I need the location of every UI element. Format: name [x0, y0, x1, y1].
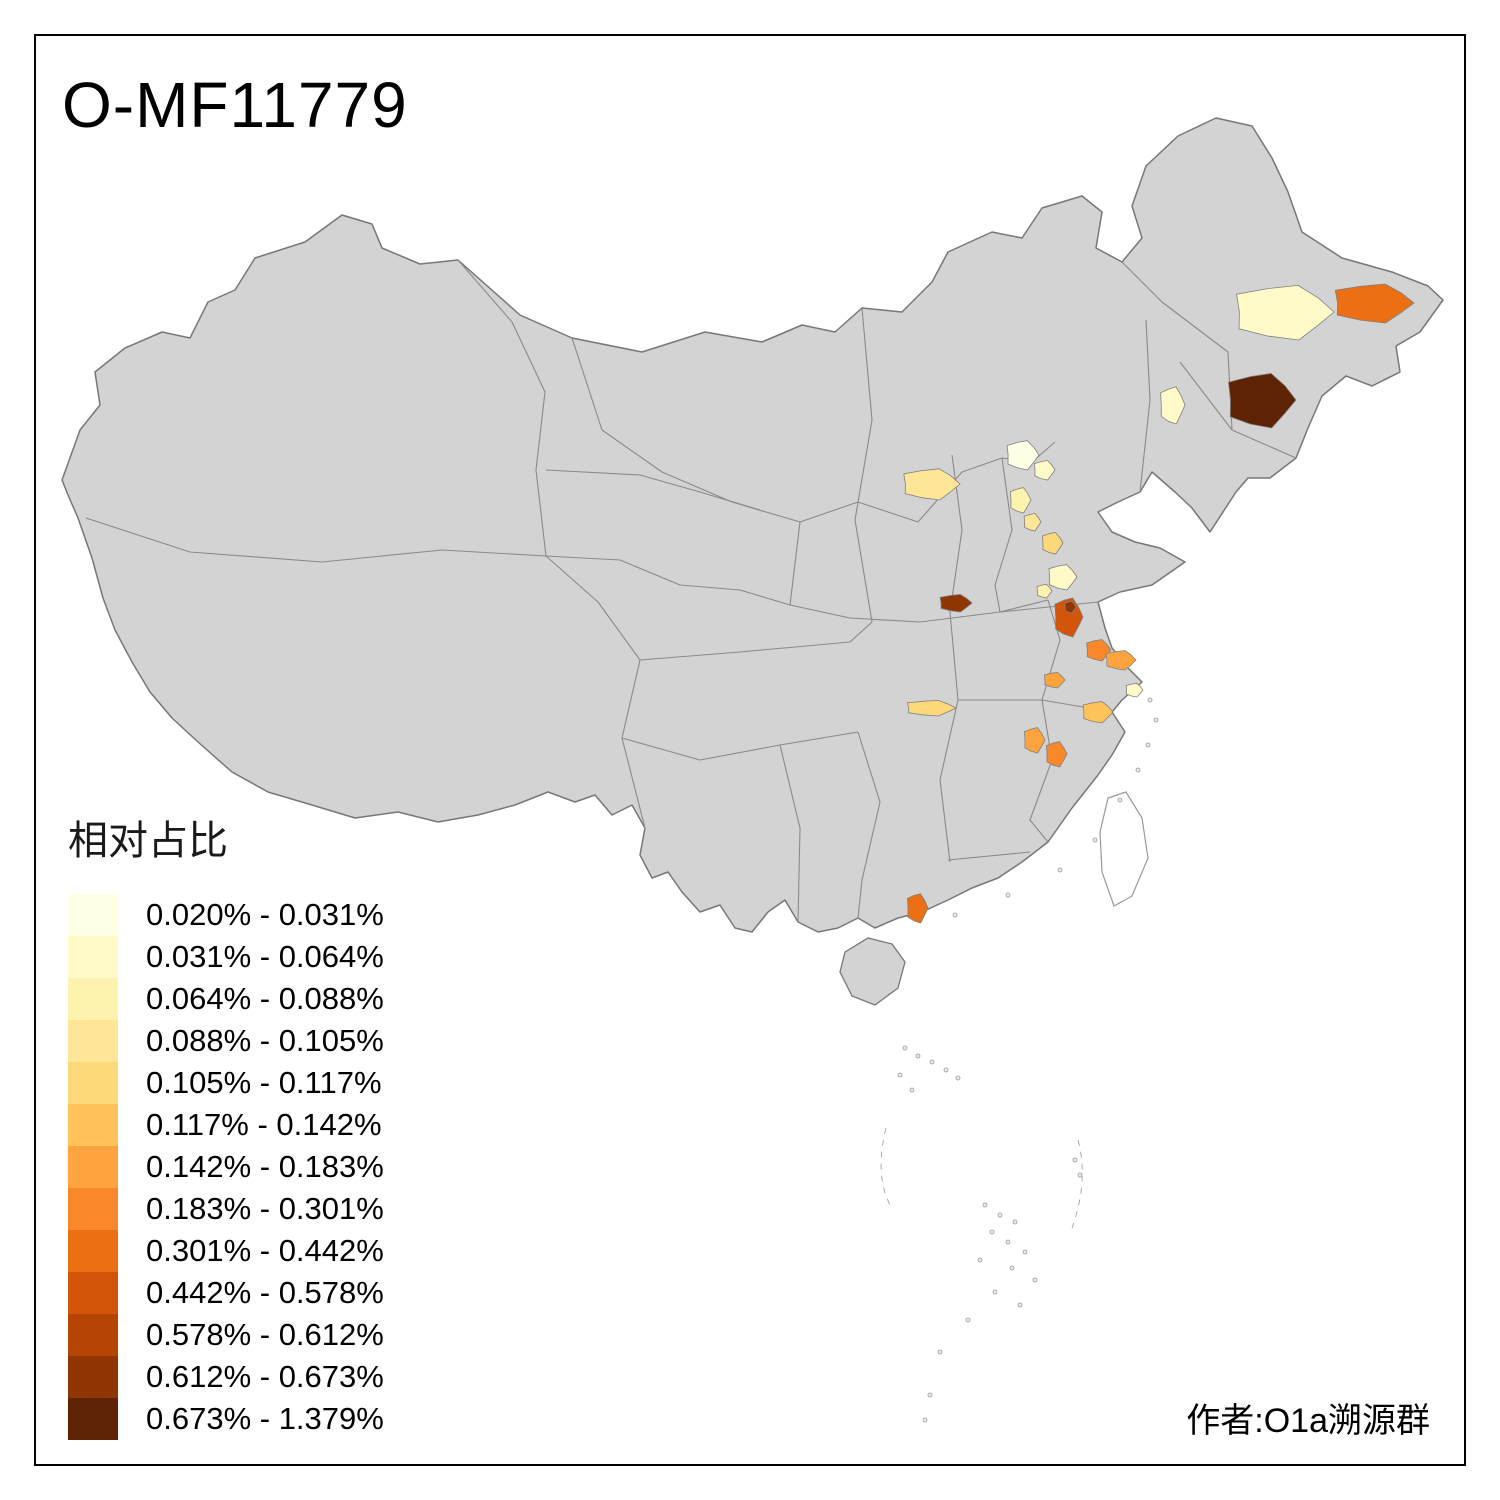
- legend-row: 0.442% - 0.578%: [68, 1272, 488, 1314]
- south-china-sea-islands: [880, 1045, 1083, 1423]
- region-henan-central: [939, 593, 973, 613]
- legend-swatch: [68, 1356, 118, 1398]
- legend-swatch: [68, 1272, 118, 1314]
- region-jiangsu-south: [1105, 650, 1137, 671]
- legend-row: 0.088% - 0.105%: [68, 1020, 488, 1062]
- hainan-island: [839, 937, 906, 1006]
- author-credit: 作者:O1a溯源群: [1186, 1402, 1430, 1440]
- coastal-islands: [952, 697, 1159, 918]
- legend-swatch: [68, 1146, 118, 1188]
- legend-row: 0.183% - 0.301%: [68, 1188, 488, 1230]
- region-jiangsu-north-core: [1064, 600, 1077, 614]
- legend-label: 0.612% - 0.673%: [146, 1359, 384, 1394]
- legend-swatch: [68, 1398, 118, 1440]
- legend-swatch: [68, 894, 118, 936]
- mainland-outline: [61, 117, 1444, 933]
- legend-row: 0.117% - 0.142%: [68, 1104, 488, 1146]
- region-zhejiang-north: [1082, 701, 1114, 724]
- legend-label: 0.142% - 0.183%: [146, 1149, 384, 1184]
- legend-label: 0.183% - 0.301%: [146, 1191, 384, 1226]
- region-hebei-northeast: [1033, 460, 1056, 481]
- legend-label: 0.673% - 1.379%: [146, 1401, 384, 1436]
- legend-swatch: [68, 1188, 118, 1230]
- map-title: O-MF11779: [62, 69, 408, 141]
- legend-label: 0.117% - 0.142%: [146, 1107, 382, 1142]
- legend-swatch: [68, 1020, 118, 1062]
- taiwan-island: [1099, 791, 1149, 907]
- legend-row: 0.301% - 0.442%: [68, 1230, 488, 1272]
- region-neimenggu-ordos: [903, 468, 961, 501]
- region-shandong-southwest: [1036, 583, 1053, 599]
- legend-label: 0.578% - 0.612%: [146, 1317, 384, 1352]
- legend: 相对占比 0.020% - 0.031% 0.031% - 0.064% 0.064…: [68, 808, 488, 1440]
- region-shandong-west: [1041, 532, 1064, 555]
- region-hubei-central: [906, 699, 957, 717]
- legend-row: 0.673% - 1.379%: [68, 1398, 488, 1440]
- legend-rows: 0.020% - 0.031% 0.031% - 0.064% 0.064% - 0…: [68, 894, 488, 1440]
- legend-title: 相对占比: [68, 819, 228, 863]
- legend-row: 0.612% - 0.673%: [68, 1356, 488, 1398]
- legend-label: 0.301% - 0.442%: [146, 1233, 384, 1268]
- region-heilongjiang-east: [1334, 283, 1415, 324]
- legend-row: 0.031% - 0.064%: [68, 936, 488, 978]
- legend-row: 0.064% - 0.088%: [68, 978, 488, 1020]
- province-borders: [85, 259, 1297, 923]
- legend-swatch: [68, 1314, 118, 1356]
- region-jiangsu-central: [1086, 639, 1112, 662]
- legend-row: 0.020% - 0.031%: [68, 894, 488, 936]
- region-shanghai-coast: [1125, 682, 1144, 698]
- legend-swatch: [68, 978, 118, 1020]
- region-jiangxi-northwest: [1023, 727, 1046, 754]
- legend-row: 0.578% - 0.612%: [68, 1314, 488, 1356]
- region-heilongjiang-central: [1236, 284, 1335, 341]
- region-hebei-south: [1023, 512, 1042, 532]
- legend-label: 0.105% - 0.117%: [146, 1065, 382, 1100]
- legend-label: 0.020% - 0.031%: [146, 897, 384, 932]
- legend-swatch: [68, 936, 118, 978]
- region-hebei-central: [1009, 487, 1032, 514]
- legend-label: 0.031% - 0.064%: [146, 939, 384, 974]
- legend-row: 0.142% - 0.183%: [68, 1146, 488, 1188]
- region-shandong-central: [1048, 564, 1078, 591]
- region-anhui-central: [1043, 671, 1066, 689]
- legend-row: 0.105% - 0.117%: [68, 1062, 488, 1104]
- region-jiangxi-central: [1045, 741, 1068, 768]
- colored-regions: [903, 283, 1415, 924]
- legend-label: 0.064% - 0.088%: [146, 981, 384, 1016]
- legend-label: 0.442% - 0.578%: [146, 1275, 384, 1310]
- legend-label: 0.088% - 0.105%: [146, 1023, 384, 1058]
- legend-swatch: [68, 1230, 118, 1272]
- mainland-group: [61, 117, 1444, 933]
- region-liaoning-central: [1160, 386, 1186, 425]
- legend-swatch: [68, 1104, 118, 1146]
- region-guangdong-pearl: [906, 893, 929, 924]
- legend-swatch: [68, 1062, 118, 1104]
- region-jilin-east: [1228, 372, 1297, 429]
- region-beijing: [1006, 440, 1040, 471]
